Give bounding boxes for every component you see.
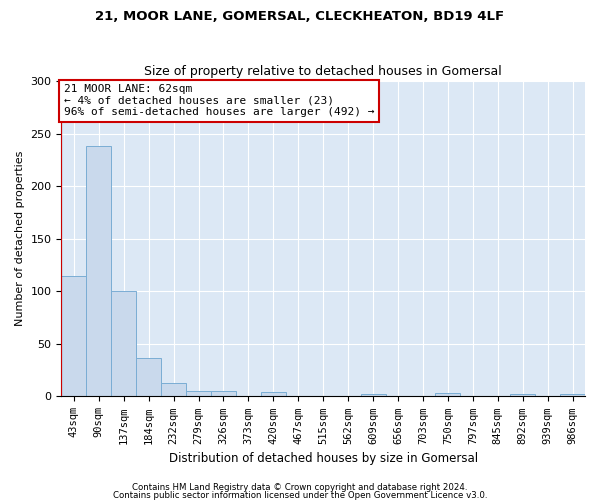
Bar [436, 394, 460, 396]
Bar [261, 392, 286, 396]
Text: Contains HM Land Registry data © Crown copyright and database right 2024.: Contains HM Land Registry data © Crown c… [132, 484, 468, 492]
Bar [136, 358, 161, 397]
Text: 21, MOOR LANE, GOMERSAL, CLECKHEATON, BD19 4LF: 21, MOOR LANE, GOMERSAL, CLECKHEATON, BD… [95, 10, 505, 23]
Text: Contains public sector information licensed under the Open Government Licence v3: Contains public sector information licen… [113, 491, 487, 500]
Bar [161, 383, 186, 396]
Title: Size of property relative to detached houses in Gomersal: Size of property relative to detached ho… [145, 66, 502, 78]
Bar [211, 391, 236, 396]
Bar [111, 292, 136, 397]
Text: 21 MOOR LANE: 62sqm
← 4% of detached houses are smaller (23)
96% of semi-detache: 21 MOOR LANE: 62sqm ← 4% of detached hou… [64, 84, 374, 117]
Bar [510, 394, 535, 396]
Y-axis label: Number of detached properties: Number of detached properties [15, 151, 25, 326]
X-axis label: Distribution of detached houses by size in Gomersal: Distribution of detached houses by size … [169, 452, 478, 465]
Bar [61, 276, 86, 396]
Bar [361, 394, 386, 396]
Bar [186, 391, 211, 396]
Bar [560, 394, 585, 396]
Bar [86, 146, 111, 397]
